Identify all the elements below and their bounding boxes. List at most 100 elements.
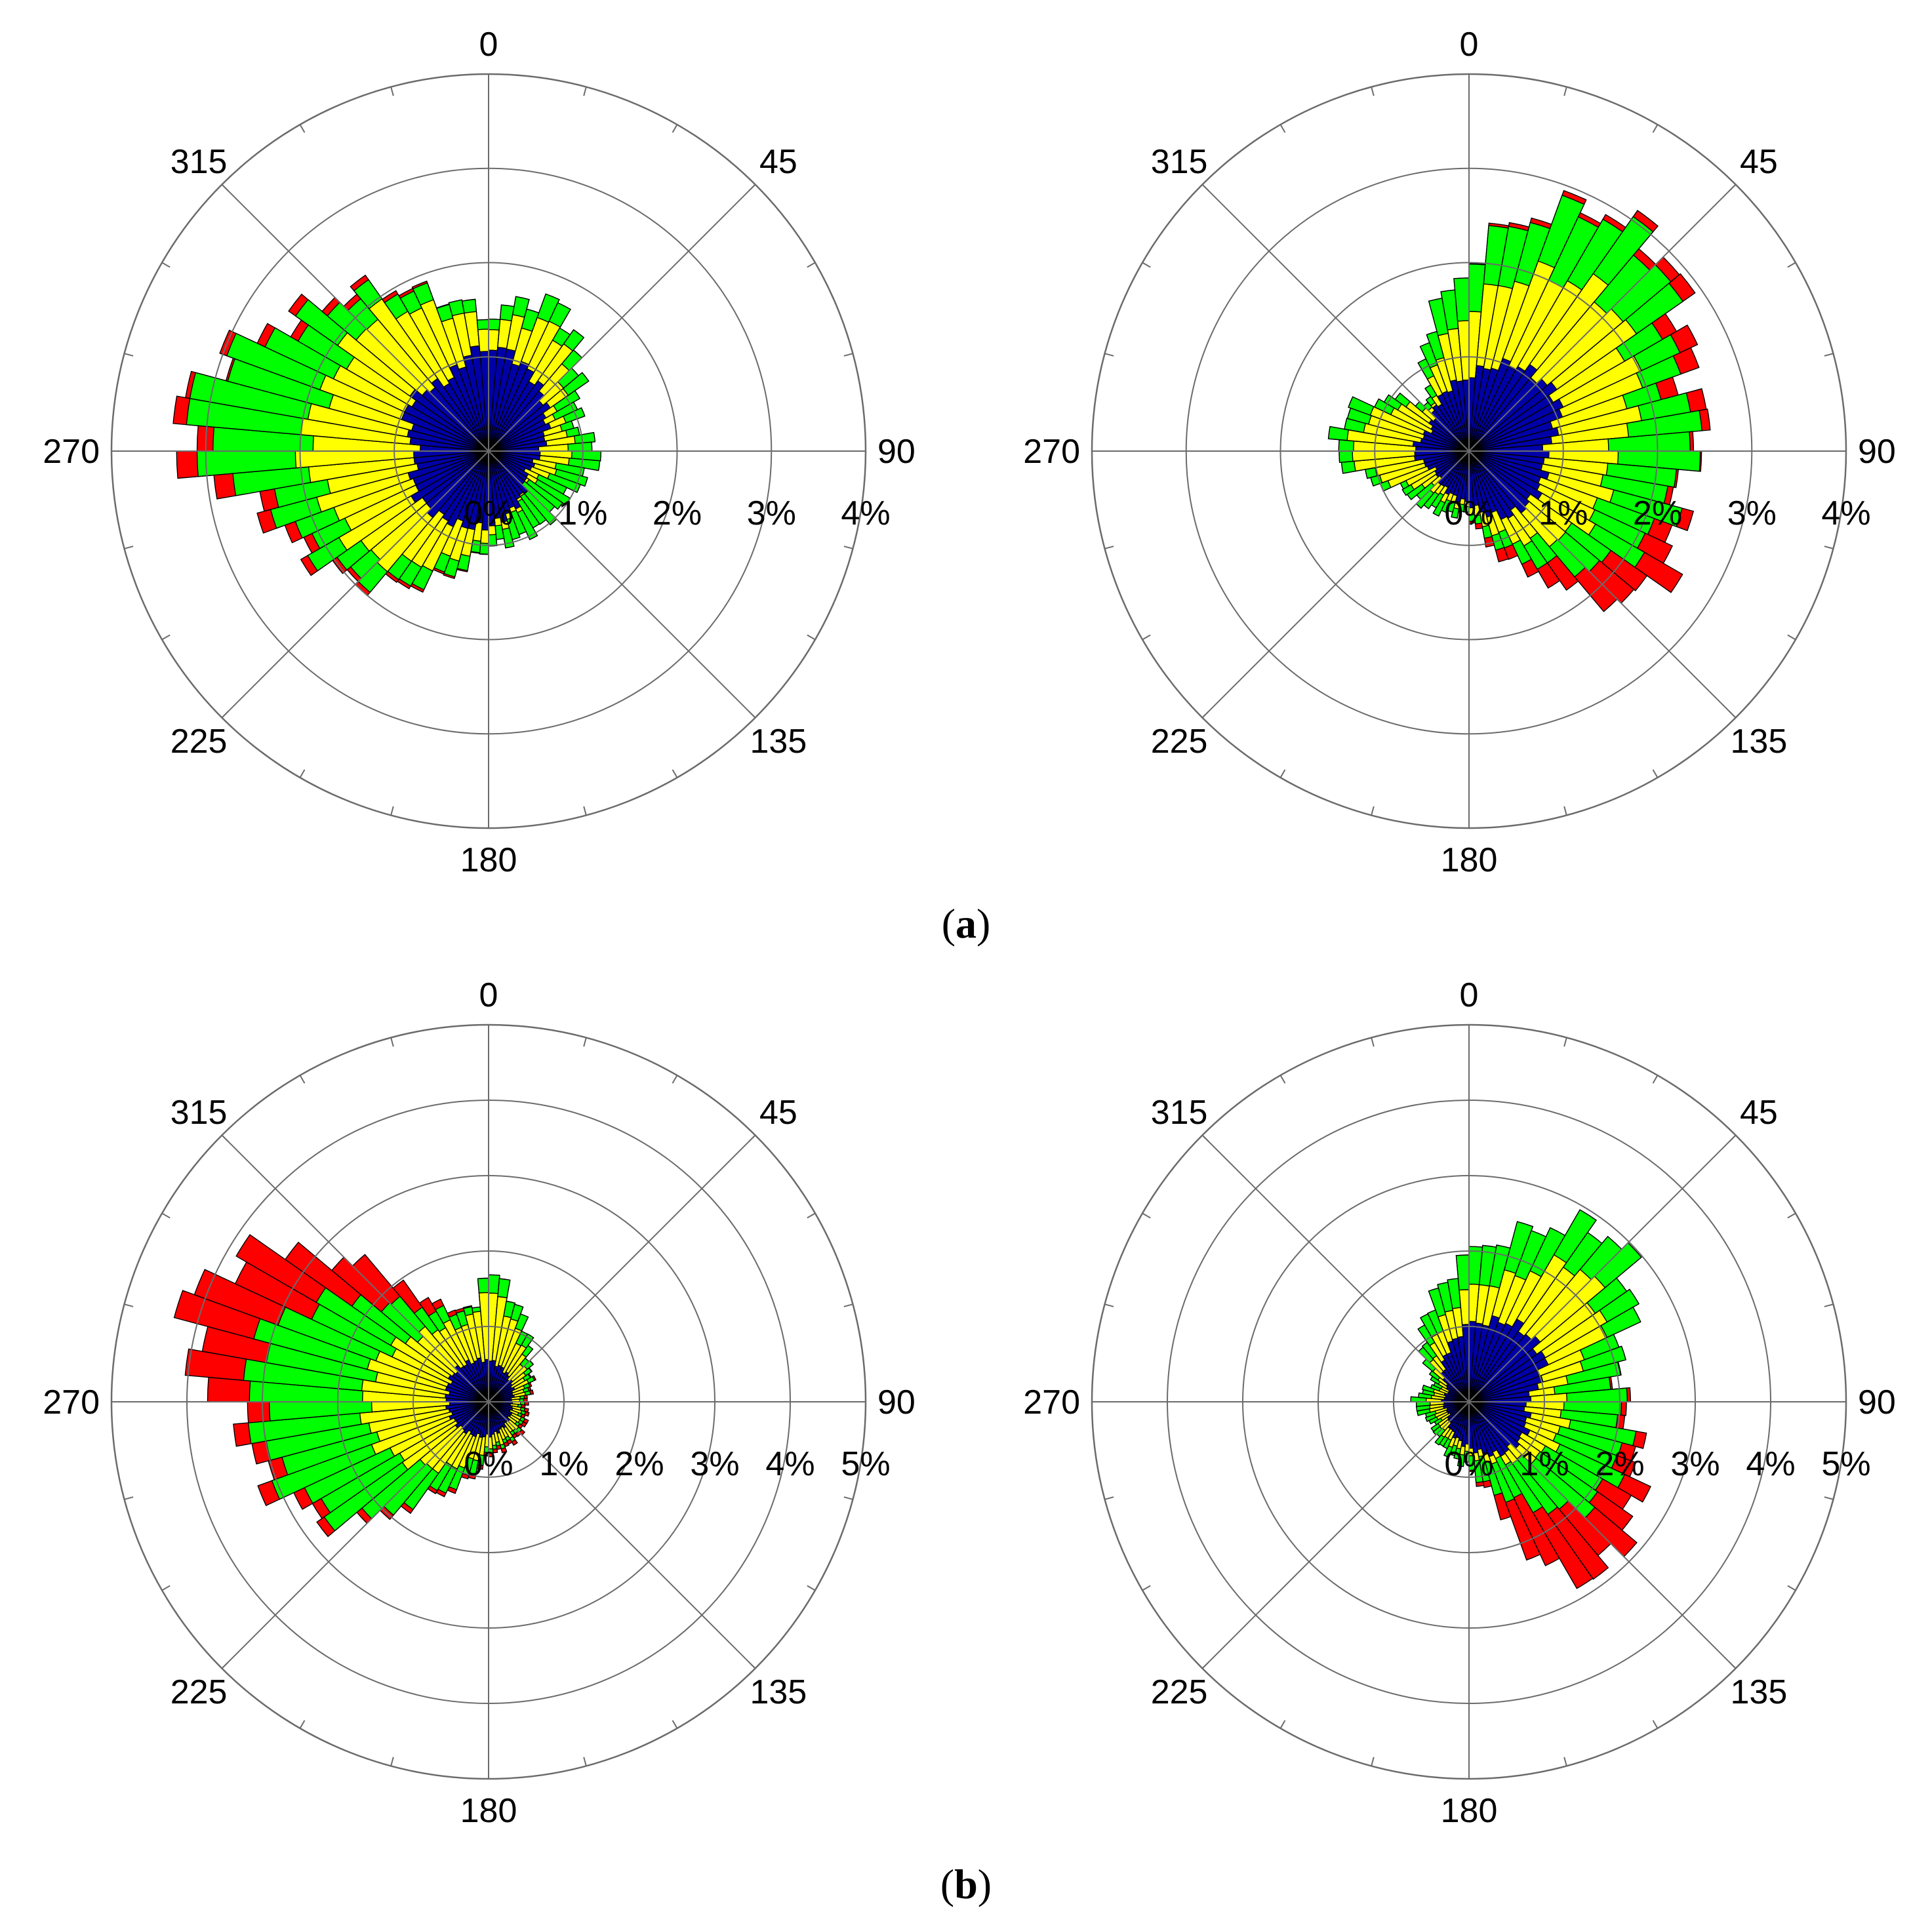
angle-label-0: 0 (1460, 976, 1479, 1014)
outer-tick (1104, 546, 1114, 549)
grid-spoke (488, 184, 756, 452)
ring-tick-label: 0% (1444, 494, 1493, 532)
grid-spoke (221, 1134, 489, 1402)
outer-tick (299, 769, 306, 778)
outer-tick (1563, 806, 1567, 816)
angle-label-90: 90 (877, 433, 916, 471)
outer-tick (124, 1496, 134, 1500)
outer-tick (807, 262, 816, 268)
bars-group (1327, 189, 1711, 612)
outer-tick (161, 634, 171, 641)
outer-tick (124, 1303, 134, 1307)
outer-tick (1279, 124, 1286, 133)
grid-spoke (1201, 450, 1470, 719)
angle-label-225: 225 (1151, 723, 1208, 761)
outer-tick (390, 806, 394, 816)
ring-tick-label: 5% (841, 1445, 890, 1483)
angle-label-45: 45 (1740, 143, 1778, 181)
grid-spoke (221, 184, 489, 452)
ring-tick-label: 4% (765, 1445, 815, 1483)
outer-tick (1142, 634, 1151, 641)
outer-tick (1104, 353, 1114, 357)
outer-tick (1787, 1585, 1796, 1591)
grid-spoke (488, 1401, 756, 1669)
angle-label-315: 315 (1151, 143, 1208, 181)
angle-label-0: 0 (479, 976, 498, 1014)
ring-tick-label: 4% (841, 494, 890, 532)
outer-tick (583, 806, 587, 816)
outer-tick (807, 1585, 816, 1591)
outer-tick (390, 87, 394, 96)
outer-tick (843, 1303, 853, 1307)
angle-label-270: 270 (1023, 433, 1080, 471)
outer-tick (1371, 806, 1375, 816)
angle-label-90: 90 (1858, 433, 1896, 471)
angle-label-180: 180 (1441, 841, 1498, 879)
ring-tick-label: 1% (1539, 494, 1588, 532)
outer-tick (672, 769, 678, 778)
angle-label-0: 0 (479, 26, 498, 64)
angle-label-180: 180 (460, 841, 517, 879)
outer-tick (1104, 1303, 1114, 1307)
angle-label-135: 135 (750, 723, 807, 761)
outer-tick (1824, 546, 1834, 549)
outer-tick (390, 1037, 394, 1047)
ring-tick-label: 1% (558, 494, 607, 532)
ring-tick-label: 5% (1821, 1445, 1870, 1483)
ring-tick-label: 2% (1595, 1445, 1644, 1483)
ring-tick-label: 2% (614, 1445, 664, 1483)
ring-tick-label: 3% (1727, 494, 1777, 532)
angle-label-180: 180 (1441, 1792, 1498, 1830)
outer-tick (672, 1720, 678, 1729)
rose-chart-a-left: 0 45 90 135 180 225 270 315 0% 1% 2% 3% 4% (43, 26, 916, 879)
ring-tick-label: 0% (464, 494, 513, 532)
outer-tick (1142, 1212, 1151, 1219)
angle-label-45: 45 (759, 1094, 797, 1132)
grid-spoke (1468, 1401, 1737, 1669)
angle-label-225: 225 (1151, 1673, 1208, 1711)
panels-group: 0 45 90 135 180 225 270 315 0% 1% 2% 3% 4% 0 45 90 135 18… (43, 26, 1896, 1830)
angle-label-135: 135 (1731, 723, 1788, 761)
angle-label-315: 315 (171, 1094, 228, 1132)
outer-tick (1563, 1037, 1567, 1047)
outer-tick (1652, 1075, 1659, 1084)
outer-tick (1279, 769, 1286, 778)
angle-label-270: 270 (1023, 1383, 1080, 1421)
ring-tick-label: 3% (690, 1445, 739, 1483)
angle-label-135: 135 (1731, 1673, 1788, 1711)
outer-tick (1824, 1496, 1834, 1500)
outer-tick (807, 634, 816, 641)
outer-tick (807, 1212, 816, 1219)
outer-tick (1652, 1720, 1659, 1729)
rose-chart-b-left: 0 45 90 135 180 225 270 315 0% 1% 2% 3% 4% 5% (43, 976, 916, 1830)
angle-label-315: 315 (1151, 1094, 1208, 1132)
angle-label-45: 45 (1740, 1094, 1778, 1132)
outer-tick (1563, 87, 1567, 96)
caption-a: (a) (942, 900, 991, 947)
outer-tick (583, 1757, 587, 1766)
grid-spoke (1201, 1401, 1470, 1669)
outer-tick (299, 124, 306, 133)
outer-tick (124, 353, 134, 357)
angle-label-90: 90 (1858, 1383, 1896, 1421)
outer-tick (672, 1075, 678, 1084)
outer-tick (672, 124, 678, 133)
angle-label-270: 270 (43, 433, 100, 471)
grid-spoke (488, 450, 756, 719)
outer-tick (1563, 1757, 1567, 1766)
outer-tick (1787, 262, 1796, 268)
outer-tick (1652, 769, 1659, 778)
outer-tick (1824, 353, 1834, 357)
grid-spoke (488, 1134, 756, 1402)
angle-label-90: 90 (877, 1383, 916, 1421)
rose-chart-b-right: 0 45 90 135 180 225 270 315 0% 1% 2% 3% 4% 5% (1023, 976, 1896, 1830)
angle-label-225: 225 (171, 1673, 228, 1711)
ring-tick-label: 0% (1444, 1445, 1493, 1483)
outer-tick (843, 353, 853, 357)
ring-tick-label: 3% (1670, 1445, 1720, 1483)
grid-spoke (221, 450, 489, 719)
grid-spoke (1201, 184, 1470, 452)
rose-chart-a-right: 0 45 90 135 180 225 270 315 0% 1% 2% 3% 4% (1023, 26, 1896, 879)
bars-group (1410, 1209, 1651, 1589)
